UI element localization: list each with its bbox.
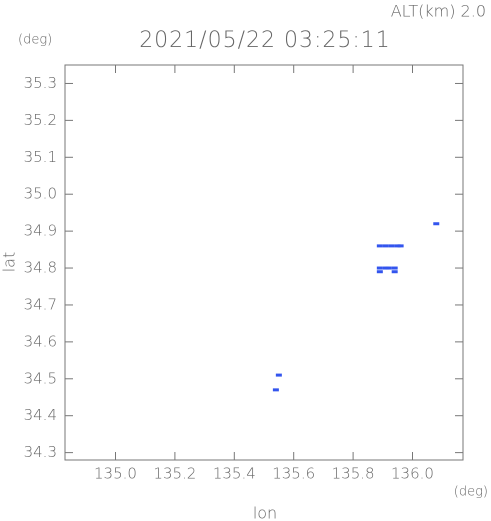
y-tick-label: 34.4 xyxy=(24,406,57,424)
radar-echo xyxy=(272,388,279,392)
radar-echo xyxy=(433,222,440,226)
x-tick-label: 135.2 xyxy=(153,465,196,483)
radar-echo xyxy=(388,244,395,248)
y-tick-label: 34.5 xyxy=(24,369,57,387)
y-unit: (deg) xyxy=(18,33,52,48)
y-tick-label: 35.3 xyxy=(24,74,57,92)
radar-echo xyxy=(376,270,383,274)
radar-echo xyxy=(391,266,398,270)
x-tick-label: 135.6 xyxy=(272,465,315,483)
radar-echo xyxy=(376,244,383,248)
plot-frame xyxy=(64,64,464,461)
y-tick-label: 35.2 xyxy=(24,111,57,129)
y-tick-label: 34.9 xyxy=(24,222,57,240)
radar-echo xyxy=(376,266,383,270)
y-tick-label: 35.1 xyxy=(24,148,57,166)
radar-echo xyxy=(275,373,282,377)
y-tick-label: 35.0 xyxy=(24,185,57,203)
chart-title: 2021/05/22 03:25:11 xyxy=(139,28,391,53)
x-tick-label: 135.8 xyxy=(332,465,375,483)
y-tick-label: 34.8 xyxy=(24,259,57,277)
radar-echo xyxy=(397,244,404,248)
altitude-label: ALT(km) 2.0 xyxy=(391,2,486,21)
y-tick-label: 34.7 xyxy=(24,295,57,313)
y-tick-label: 34.3 xyxy=(24,443,57,461)
x-unit: (deg) xyxy=(454,485,488,500)
radar-echo xyxy=(385,266,392,270)
y-tick-label: 34.6 xyxy=(24,332,57,350)
x-tick-label: 136.0 xyxy=(391,465,434,483)
radar-echo xyxy=(382,244,389,248)
x-tick-label: 135.0 xyxy=(94,465,137,483)
x-axis-label: lon xyxy=(253,504,277,521)
radar-echo xyxy=(391,270,398,274)
y-axis-label: lat xyxy=(0,252,19,273)
x-tick-label: 135.4 xyxy=(213,465,256,483)
